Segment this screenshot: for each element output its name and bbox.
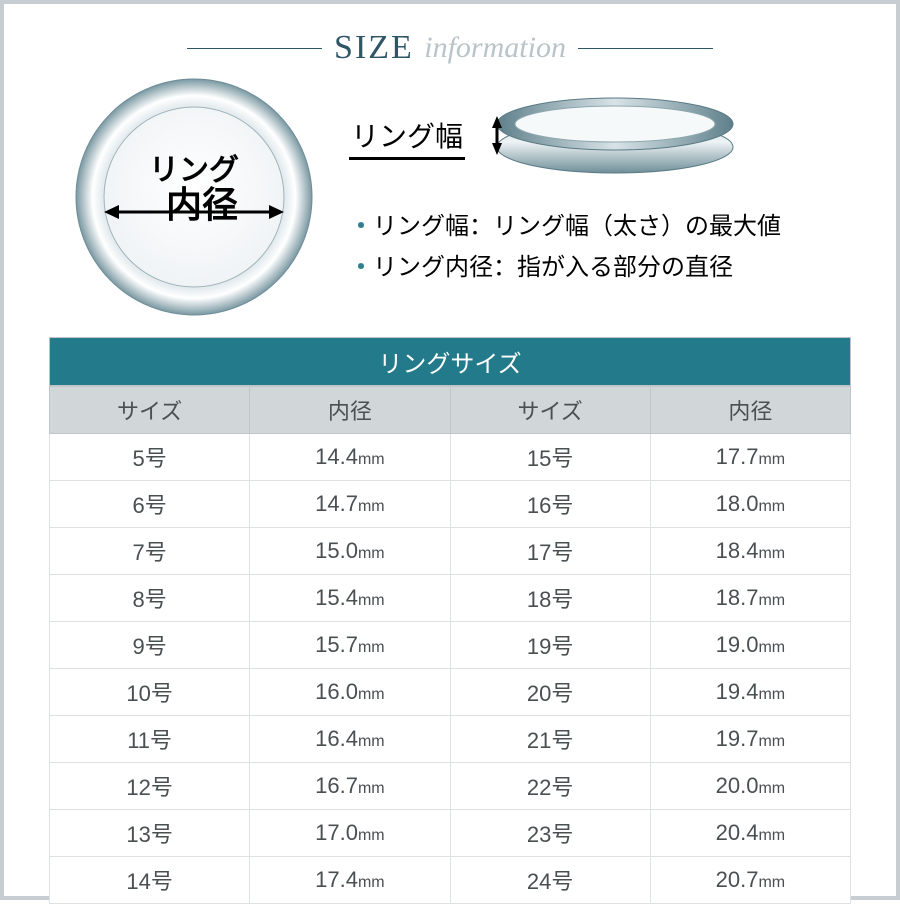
ring-width-label: リング幅 — [349, 115, 465, 160]
table-cell: 17号 — [450, 528, 650, 575]
table-cell: 15.0mm — [250, 528, 450, 575]
table-cell: 18号 — [450, 575, 650, 622]
ring-width-row: リング幅 — [349, 92, 851, 182]
table-row: 7号15.0mm17号18.4mm — [50, 528, 851, 575]
title-rule-left — [187, 48, 322, 49]
size-table: サイズ内径サイズ内径 5号14.4mm15号17.7mm6号14.7mm16号1… — [49, 386, 851, 904]
table-cell: 10号 — [50, 669, 250, 716]
table-cell: 18.7mm — [650, 575, 850, 622]
table-cell: 8号 — [50, 575, 250, 622]
table-cell: 13号 — [50, 810, 250, 857]
table-cell: 17.4mm — [250, 857, 450, 904]
table-body: 5号14.4mm15号17.7mm6号14.7mm16号18.0mm7号15.0… — [50, 434, 851, 904]
table-row: 13号17.0mm23号20.4mm — [50, 810, 851, 857]
table-cell: 16.4mm — [250, 716, 450, 763]
ring-width-diagram — [485, 92, 745, 182]
table-cell: 20.4mm — [650, 810, 850, 857]
table-cell: 21号 — [450, 716, 650, 763]
diagram-right-column: リング幅 — [349, 72, 851, 289]
table-row: 12号16.7mm22号20.0mm — [50, 763, 851, 810]
table-cell: 20号 — [450, 669, 650, 716]
table-row: 9号15.7mm19号19.0mm — [50, 622, 851, 669]
title-part2: information — [424, 31, 566, 64]
table-cell: 17.7mm — [650, 434, 850, 481]
table-row: 6号14.7mm16号18.0mm — [50, 481, 851, 528]
table-cell: 18.0mm — [650, 481, 850, 528]
title: SIZE information — [49, 29, 851, 67]
description: ・リング幅：リング幅（太さ）の最大値 ・リング内径：指が入る部分の直径 — [349, 207, 851, 289]
table-cell: 16号 — [450, 481, 650, 528]
table-cell: 5号 — [50, 434, 250, 481]
table-cell: 12号 — [50, 763, 250, 810]
table-cell: 24号 — [450, 857, 650, 904]
table-cell: 19.0mm — [650, 622, 850, 669]
table-title: リングサイズ — [49, 337, 851, 386]
table-column-header: 内径 — [650, 387, 850, 434]
table-cell: 15.4mm — [250, 575, 450, 622]
table-cell: 16.7mm — [250, 763, 450, 810]
table-cell: 7号 — [50, 528, 250, 575]
title-part1: SIZE — [334, 29, 414, 66]
table-row: 5号14.4mm15号17.7mm — [50, 434, 851, 481]
table-cell: 17.0mm — [250, 810, 450, 857]
title-rule-right — [578, 48, 713, 49]
diagram-row: リング 内径 リング幅 — [69, 72, 851, 322]
table-cell: 18.4mm — [650, 528, 850, 575]
table-cell: 15.7mm — [250, 622, 450, 669]
ring-diameter-diagram: リング 内径 — [69, 72, 319, 322]
table-cell: 14.4mm — [250, 434, 450, 481]
table-cell: 22号 — [450, 763, 650, 810]
desc-line-2: ・リング内径：指が入る部分の直径 — [349, 248, 851, 289]
diameter-label-1: リング — [149, 154, 239, 187]
table-column-header: 内径 — [250, 387, 450, 434]
size-table-wrap: リングサイズ サイズ内径サイズ内径 5号14.4mm15号17.7mm6号14.… — [49, 337, 851, 904]
table-cell: 19号 — [450, 622, 650, 669]
table-cell: 9号 — [50, 622, 250, 669]
table-cell: 11号 — [50, 716, 250, 763]
table-cell: 6号 — [50, 481, 250, 528]
diameter-label-2: 内径 — [166, 184, 238, 225]
table-column-header: サイズ — [450, 387, 650, 434]
table-header-row: サイズ内径サイズ内径 — [50, 387, 851, 434]
table-cell: 19.4mm — [650, 669, 850, 716]
table-column-header: サイズ — [50, 387, 250, 434]
infographic-frame: SIZE information リング — [0, 0, 900, 900]
desc-line-1: ・リング幅：リング幅（太さ）の最大値 — [349, 207, 851, 248]
table-cell: 20.0mm — [650, 763, 850, 810]
table-cell: 19.7mm — [650, 716, 850, 763]
table-cell: 15号 — [450, 434, 650, 481]
table-row: 8号15.4mm18号18.7mm — [50, 575, 851, 622]
table-row: 14号17.4mm24号20.7mm — [50, 857, 851, 904]
table-cell: 16.0mm — [250, 669, 450, 716]
table-row: 10号16.0mm20号19.4mm — [50, 669, 851, 716]
table-cell: 20.7mm — [650, 857, 850, 904]
table-row: 11号16.4mm21号19.7mm — [50, 716, 851, 763]
table-cell: 23号 — [450, 810, 650, 857]
table-cell: 14号 — [50, 857, 250, 904]
table-cell: 14.7mm — [250, 481, 450, 528]
